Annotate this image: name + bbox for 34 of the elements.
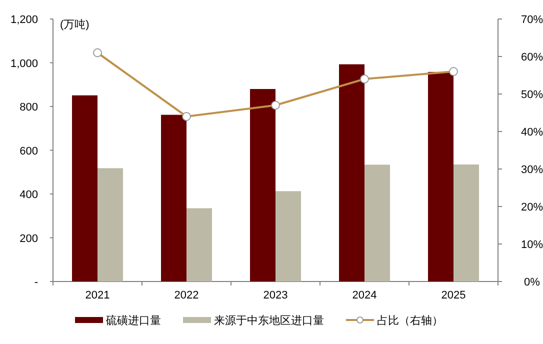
x-tick-label: 2021 (85, 290, 110, 302)
x-tick-label: 2024 (352, 290, 377, 302)
bar (428, 72, 454, 282)
legend-label: 硫磺进口量 (106, 314, 161, 327)
y-tick-label: 800 (20, 102, 38, 114)
y-tick-label: 400 (20, 189, 38, 201)
bar (454, 164, 479, 282)
y2-tick-label: 10% (520, 239, 543, 251)
bar (72, 95, 98, 282)
x-tick-label: 2023 (263, 290, 288, 302)
y-tick-label: 600 (20, 145, 38, 158)
bar (276, 191, 301, 282)
y-tick-label: 200 (20, 232, 38, 245)
y2-tick-label: 70% (520, 14, 543, 26)
bar (186, 208, 212, 282)
bar (339, 64, 364, 282)
y-tick-label: - (34, 276, 38, 288)
x-tick-label: 2022 (174, 290, 199, 302)
legend-label: 来源于中东地区进口量 (214, 314, 324, 327)
y2-tick-label: 0% (524, 276, 540, 288)
bar (98, 168, 123, 282)
y-tick-label: 1,200 (10, 14, 38, 26)
bar (161, 114, 186, 282)
y2-tick-label: 30% (520, 164, 543, 176)
legend-label: 占比（右轴） (377, 314, 443, 327)
y-axis-title: (万吨) (60, 18, 90, 31)
y2-tick-label: 50% (520, 89, 543, 101)
x-tick-label: 2025 (441, 290, 466, 302)
bar (250, 89, 276, 282)
y2-tick-label: 60% (520, 52, 543, 64)
y2-tick-label: 40% (520, 126, 543, 138)
y2-tick-label: 20% (520, 202, 543, 214)
y-tick-label: 1,000 (10, 58, 38, 70)
bar (364, 164, 390, 282)
